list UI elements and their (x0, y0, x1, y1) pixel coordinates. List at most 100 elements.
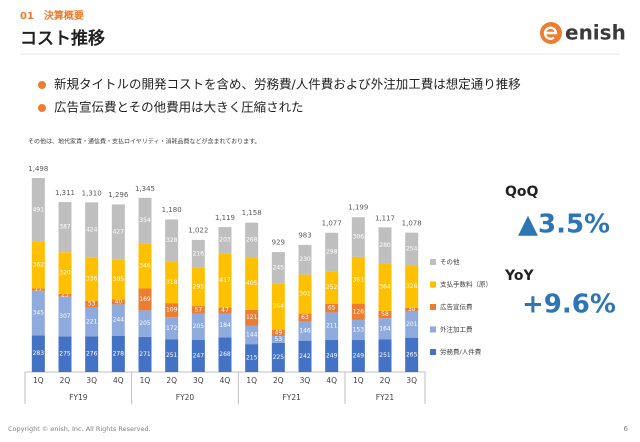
segment-label: 320 (59, 269, 71, 276)
bar-segment (325, 339, 339, 372)
total-label: 1,345 (135, 185, 155, 193)
x-tick-label: 4Q (113, 376, 124, 385)
x-tick-label: 2Q (60, 376, 71, 385)
group-label: FY19 (69, 393, 88, 402)
segment-label: 278 (113, 350, 125, 357)
segment-label: 254 (406, 246, 418, 253)
total-label: 1,119 (215, 214, 235, 222)
bar-segment (138, 243, 152, 289)
legend-swatch (430, 281, 436, 288)
bar-segment (298, 340, 312, 372)
bar-segment (298, 321, 312, 341)
bar-segment (191, 267, 205, 307)
bar-segment (325, 232, 339, 272)
segment-label: 247 (193, 353, 205, 360)
bar-segment (378, 227, 392, 264)
bar-segment (138, 336, 152, 372)
segment-label: 109 (166, 307, 178, 314)
segment-label: 205 (139, 320, 151, 327)
x-tick-label: 3Q (193, 376, 204, 385)
segment-label: 58 (381, 311, 389, 318)
bullet-text: 新規タイトルの開発コストを含め、労務費/人件費および外注加工費は想定通り推移 (54, 77, 521, 92)
bar-segment (405, 337, 419, 372)
copyright: Copyright © enish, Inc. All Rights Reser… (8, 425, 151, 433)
bar-segment (58, 336, 72, 372)
bar-segment (111, 299, 125, 305)
legend-label: その他 (440, 257, 460, 266)
segment-label: 295 (193, 283, 205, 290)
legend-label: 労務費/人件費 (440, 347, 482, 356)
x-tick-label: 1Q (33, 376, 44, 385)
x-tick-label: 1Q (140, 376, 151, 385)
segment-label: 126 (353, 308, 365, 315)
segment-label: 201 (406, 321, 418, 328)
segment-label: 424 (86, 226, 98, 233)
segment-label: 17 (35, 286, 43, 293)
segment-label: 57 (195, 306, 203, 313)
segment-label: 306 (353, 234, 365, 241)
bar-segment (245, 309, 259, 326)
segment-label: 417 (219, 277, 231, 284)
x-tick-label: 3Q (300, 376, 311, 385)
segment-label: 251 (166, 352, 178, 359)
total-label: 1,077 (322, 220, 342, 228)
x-tick-label: 1Q (246, 376, 257, 385)
segment-label: 49 (275, 329, 283, 336)
segment-label: 225 (273, 354, 285, 361)
bar-segment (218, 227, 232, 254)
segment-label: 336 (86, 276, 98, 283)
segment-label: 245 (273, 264, 285, 271)
segment-label: 268 (246, 237, 258, 244)
segment-label: 184 (219, 322, 231, 329)
bar-segment (191, 239, 205, 268)
segment-label: 251 (379, 352, 391, 359)
bullet-text: 広告宣伝費とその他費用は大きく圧縮された (54, 100, 304, 115)
slide-title: コスト推移 (20, 28, 105, 49)
bullet-dot (38, 81, 46, 89)
bar-segment (191, 313, 205, 341)
segment-label: 301 (299, 291, 311, 298)
bar-segment (351, 303, 365, 320)
kpi-label: QoQ (505, 184, 539, 200)
group-label: FY21 (282, 393, 301, 402)
segment-label: 387 (59, 224, 71, 231)
bar-segment (271, 335, 285, 343)
segment-label: 63 (301, 314, 309, 321)
x-tick-label: 4Q (220, 376, 231, 385)
bar-segment (351, 256, 365, 304)
legend-swatch (430, 259, 436, 265)
bar-segment (111, 204, 125, 260)
total-label: 1,296 (108, 191, 129, 199)
bar-segment (138, 288, 152, 311)
x-tick-label: 2Q (273, 376, 284, 385)
x-tick-label: 2Q (166, 376, 177, 385)
bar-segment (31, 288, 45, 291)
bar-segment (405, 265, 419, 308)
bar-segment (85, 336, 99, 372)
bar-segment (271, 252, 285, 284)
segment-label: 65 (328, 305, 336, 312)
segment-label: 283 (33, 350, 45, 357)
legend-label: 広告宣伝費 (440, 302, 473, 311)
segment-label: 364 (379, 284, 391, 291)
kpi-value: +9.6% (522, 290, 616, 320)
bar-segment (405, 311, 419, 338)
bar-segment (85, 257, 99, 301)
bar-segment (271, 283, 285, 330)
legend-swatch (430, 349, 436, 355)
bar-segment (271, 342, 285, 372)
total-label: 1,310 (82, 189, 102, 197)
bar-segment (85, 202, 99, 258)
segment-label: 215 (246, 355, 258, 362)
bar-segment (31, 335, 45, 372)
bar-segment (218, 307, 232, 314)
segment-label: 362 (33, 262, 45, 269)
legend-label: 支払手数料（原） (440, 280, 492, 289)
bar-segment (405, 232, 419, 266)
bar-segment (245, 257, 259, 310)
total-label: 1,498 (28, 165, 48, 173)
bar-segment (165, 317, 179, 340)
bullet-dot (38, 104, 46, 112)
chart-note: その他は、地代家賃・通信費・支払ロイヤリティ・消耗品費などが含まれております。 (28, 138, 261, 146)
bar-segment (111, 304, 125, 336)
